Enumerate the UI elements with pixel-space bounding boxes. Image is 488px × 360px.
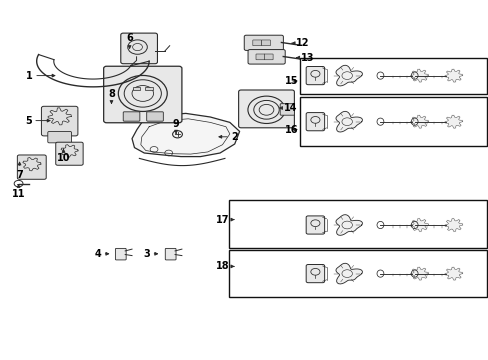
Polygon shape [444,219,462,231]
Text: 13: 13 [296,53,314,63]
FancyBboxPatch shape [115,248,126,260]
FancyBboxPatch shape [48,131,71,143]
Polygon shape [132,113,239,157]
FancyBboxPatch shape [238,90,294,128]
Polygon shape [335,263,362,284]
Polygon shape [335,215,362,235]
Bar [145,87,152,90]
Text: 1: 1 [26,71,55,81]
Polygon shape [335,65,362,86]
Polygon shape [410,69,427,82]
Text: 17: 17 [215,215,233,225]
Polygon shape [410,267,427,280]
Bar [133,87,140,90]
FancyBboxPatch shape [56,142,83,165]
Text: 7: 7 [16,162,23,180]
FancyBboxPatch shape [103,66,182,123]
Text: 8: 8 [108,89,115,103]
Polygon shape [444,267,462,280]
Bar [228,200,486,248]
FancyBboxPatch shape [280,104,294,115]
Polygon shape [410,219,427,231]
FancyBboxPatch shape [305,216,324,234]
Polygon shape [118,76,167,112]
FancyBboxPatch shape [256,54,264,60]
FancyBboxPatch shape [244,35,283,50]
FancyBboxPatch shape [247,50,285,64]
Polygon shape [444,69,462,82]
Text: 2: 2 [219,132,238,142]
Polygon shape [410,115,427,128]
FancyBboxPatch shape [252,40,261,46]
Text: 4: 4 [94,249,108,259]
FancyBboxPatch shape [41,106,78,136]
Polygon shape [48,108,71,125]
Text: 11: 11 [12,185,25,199]
Polygon shape [335,111,362,132]
Text: 15: 15 [284,76,298,86]
FancyBboxPatch shape [305,265,324,283]
Text: 12: 12 [291,38,309,48]
Text: 14: 14 [279,103,297,113]
Polygon shape [23,158,41,171]
Text: 10: 10 [57,149,70,163]
FancyBboxPatch shape [305,67,324,85]
Text: 5: 5 [25,116,50,126]
Bar [300,58,486,94]
FancyBboxPatch shape [261,40,270,46]
Polygon shape [61,145,78,157]
FancyBboxPatch shape [18,155,46,179]
Text: 16: 16 [284,125,298,135]
FancyBboxPatch shape [146,112,163,121]
Bar [300,97,486,146]
FancyBboxPatch shape [165,248,176,260]
FancyBboxPatch shape [121,33,157,64]
Polygon shape [444,115,462,128]
FancyBboxPatch shape [264,54,273,60]
Text: 18: 18 [215,261,233,271]
FancyBboxPatch shape [123,112,140,121]
Text: 6: 6 [126,33,133,48]
Bar [228,250,486,297]
FancyBboxPatch shape [305,113,324,131]
Text: 3: 3 [143,249,157,259]
Text: 9: 9 [172,119,179,134]
